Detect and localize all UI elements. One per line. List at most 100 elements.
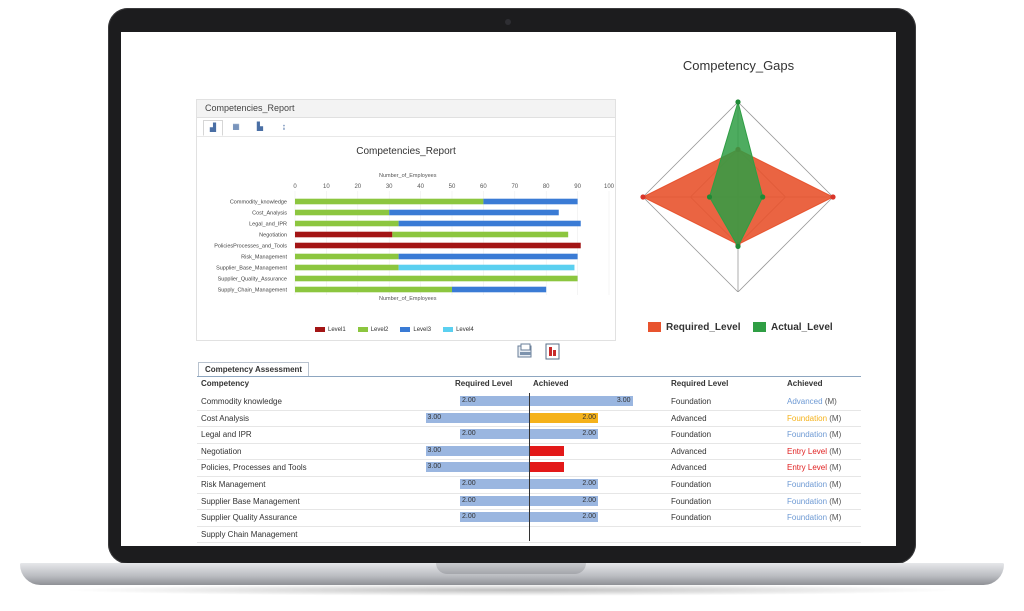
achieved-value: 2.00 <box>582 513 596 521</box>
bar-chart: 0 10 20 30 40 50 60 70 80 90 100 Commodity_knowledg… <box>214 184 615 295</box>
competency-name: Supplier Base Management <box>201 496 300 506</box>
x-tick-label: 30 <box>386 184 393 190</box>
legend-label: Level2 <box>370 327 389 333</box>
required-level-text: Foundation <box>671 480 712 489</box>
x-tick-label: 80 <box>543 184 550 190</box>
achieved-level-value: Foundation <box>787 513 828 523</box>
bar-level2 <box>295 253 399 260</box>
achieved-level-text: Entry Level (M) <box>787 447 841 456</box>
header-achieved-2: Achieved <box>787 379 823 388</box>
legend-item-level3: Level3 <box>400 326 431 333</box>
required-level-text: Advanced <box>671 463 707 473</box>
x-tick-label: 60 <box>480 184 487 190</box>
sort-tool-icon[interactable]: ↨ <box>282 122 286 131</box>
legend-label: Level4 <box>456 327 474 333</box>
bar-level3 <box>452 286 547 293</box>
competency-name: Legal and IPR <box>201 430 252 440</box>
achieved-level-value: Foundation <box>787 496 828 506</box>
table-row[interactable]: Supply Chain Management <box>197 526 861 544</box>
legend-swatch <box>357 326 368 332</box>
tab-competency-assessment[interactable]: Competency Assessment <box>198 362 310 377</box>
pdf-report-icon[interactable] <box>544 343 561 360</box>
required-level-bar: 3.00 <box>425 412 529 423</box>
required-level-bar: 3.00 <box>425 462 529 473</box>
radar-grid-ring <box>642 101 834 292</box>
bar-level2 <box>295 220 399 227</box>
competency-name: Supplier Quality Assurance <box>201 513 298 523</box>
achieved-level-bar: 2.00 <box>529 412 598 423</box>
required-value: 3.00 <box>427 413 442 421</box>
panel-toolbar: ▟ ▦ ▙ ↨ <box>197 118 615 137</box>
legend-swatch <box>443 326 454 332</box>
required-level-swatch <box>648 322 661 333</box>
achieved-level-value: Foundation <box>787 413 828 423</box>
achieved-value: 2.00 <box>582 496 596 504</box>
x-tick-label: 0 <box>293 184 297 190</box>
header-required-level-2: Required Level <box>671 379 729 388</box>
legend-actual-level: Actual_Level <box>753 322 833 333</box>
bar-level3 <box>398 253 578 260</box>
mandatory-suffix: (M) <box>827 480 842 489</box>
category-label: Supplier_Base_Management <box>216 266 287 272</box>
achieved-level-value: Entry Level <box>787 446 828 456</box>
bar-chart-title: Competencies_Report <box>356 146 456 157</box>
legend-item-level2: Level2 <box>357 326 389 333</box>
bar-level2 <box>392 231 569 238</box>
category-label: Commodity_knowledge <box>230 200 287 206</box>
bar-level3 <box>483 198 578 205</box>
achieved-level-value: Foundation <box>787 430 828 440</box>
category-label: Supplier_Quality_Assurance <box>218 277 287 283</box>
achieved-value: 2.00 <box>582 413 596 421</box>
bar-level2 <box>295 275 578 282</box>
required-level-bar: 2.00 <box>460 512 529 523</box>
achieved-level-bar: 2.00 <box>529 479 598 489</box>
x-axis-label-bottom: Number_of_Employees <box>379 296 437 302</box>
required-level-bar: 2.00 <box>460 495 529 506</box>
x-tick-label: 10 <box>323 184 330 190</box>
webcam-icon <box>505 19 511 25</box>
mandatory-suffix: (M) <box>822 397 837 406</box>
bar-level2 <box>295 264 399 271</box>
bar-level1 <box>295 231 393 238</box>
achieved-value: 2.00 <box>582 480 596 487</box>
achieved-level-bar <box>529 445 564 456</box>
achieved-level-value: Advanced <box>787 397 823 406</box>
required-level-text: Foundation <box>671 430 712 440</box>
category-label: Cost_Analysis <box>252 211 287 217</box>
print-tool-icon[interactable]: ▙ <box>256 122 264 131</box>
required-value: 2.00 <box>462 397 476 404</box>
x-tick-label: 70 <box>511 184 518 190</box>
bar-level2 <box>295 198 484 205</box>
chart-tool-icon[interactable]: ▟ <box>203 120 223 136</box>
grid-tool-icon[interactable]: ▦ <box>232 122 240 131</box>
achieved-level-text: Entry Level (M) <box>787 463 841 472</box>
competency-name: Cost Analysis <box>201 413 250 423</box>
achieved-level-text: Foundation (M) <box>787 414 841 423</box>
laptop-base <box>20 563 1004 585</box>
required-value: 2.00 <box>462 430 476 438</box>
legend-item-level4: Level4 <box>443 326 474 333</box>
bar-level2 <box>295 286 452 293</box>
bar-level2 <box>295 209 390 216</box>
laptop-notch <box>436 563 586 574</box>
category-label: PoliciesProcesses_and_Tools <box>214 244 287 250</box>
achieved-level-bar: 2.00 <box>529 429 598 440</box>
radar-point <box>640 194 646 200</box>
export-icon[interactable] <box>517 343 534 360</box>
competency-name: Risk Management <box>201 480 266 489</box>
required-value: 2.00 <box>462 513 476 521</box>
radar-point <box>760 194 766 200</box>
achieved-level-bar: 2.00 <box>529 512 598 523</box>
competency-name: Supply Chain Management <box>201 529 298 539</box>
required-value: 3.00 <box>427 463 442 471</box>
achieved-level-bar: 2.00 <box>529 495 598 506</box>
mandatory-suffix: (M) <box>827 430 842 440</box>
radar-point <box>830 194 836 200</box>
bar-chart-legend: Level1 Level2 Level3 Level4 <box>315 318 515 336</box>
x-tick-label: 90 <box>574 184 581 190</box>
header-competency: Competency <box>201 379 250 388</box>
required-level-bar: 2.00 <box>460 429 529 440</box>
required-value: 3.00 <box>427 446 442 454</box>
mandatory-suffix: (M) <box>827 463 842 473</box>
achieved-value: 2.00 <box>582 430 596 438</box>
